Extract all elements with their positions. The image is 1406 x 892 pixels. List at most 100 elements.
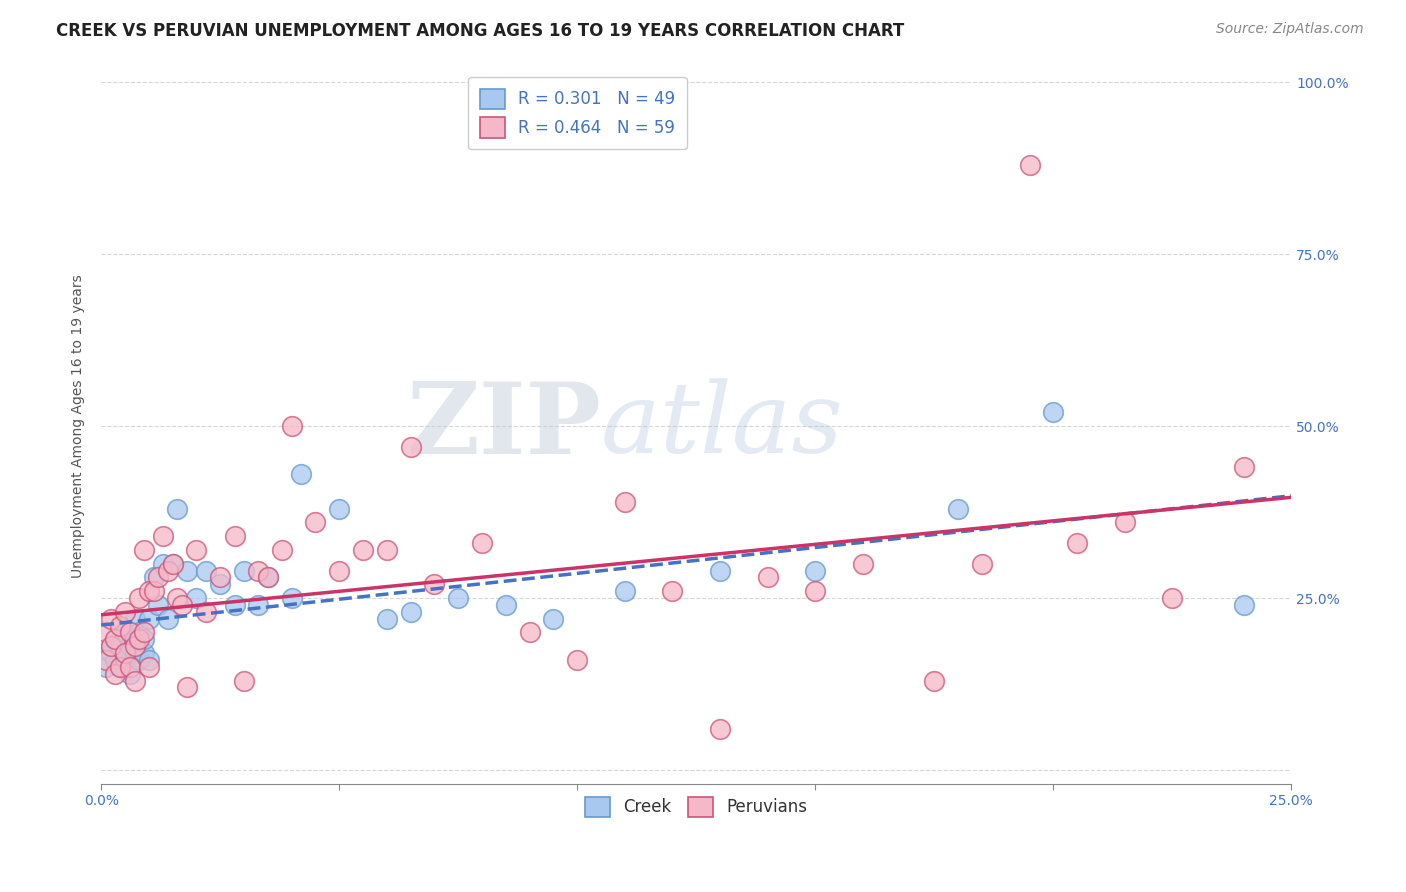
Point <box>142 584 165 599</box>
Point <box>128 625 150 640</box>
Point <box>124 632 146 647</box>
Point <box>176 564 198 578</box>
Point <box>970 557 993 571</box>
Point <box>132 542 155 557</box>
Point <box>156 564 179 578</box>
Y-axis label: Unemployment Among Ages 16 to 19 years: Unemployment Among Ages 16 to 19 years <box>72 274 86 578</box>
Point <box>290 467 312 482</box>
Point <box>172 598 194 612</box>
Point <box>118 660 141 674</box>
Point <box>224 598 246 612</box>
Point <box>148 598 170 612</box>
Point <box>1114 516 1136 530</box>
Point <box>233 673 256 688</box>
Point <box>613 495 636 509</box>
Point <box>138 584 160 599</box>
Point <box>804 584 827 599</box>
Point <box>166 591 188 605</box>
Point <box>124 646 146 660</box>
Point <box>128 591 150 605</box>
Point <box>148 570 170 584</box>
Point <box>110 660 132 674</box>
Point <box>399 605 422 619</box>
Point <box>375 612 398 626</box>
Point <box>1161 591 1184 605</box>
Point <box>152 557 174 571</box>
Point <box>247 598 270 612</box>
Point <box>118 625 141 640</box>
Point <box>1233 598 1256 612</box>
Point <box>100 646 122 660</box>
Text: Source: ZipAtlas.com: Source: ZipAtlas.com <box>1216 22 1364 37</box>
Point <box>709 722 731 736</box>
Point <box>132 646 155 660</box>
Point <box>166 501 188 516</box>
Point <box>1066 536 1088 550</box>
Point <box>271 542 294 557</box>
Point <box>124 612 146 626</box>
Point <box>104 632 127 647</box>
Point <box>176 681 198 695</box>
Point <box>100 639 122 653</box>
Point <box>447 591 470 605</box>
Point <box>128 632 150 647</box>
Point <box>138 653 160 667</box>
Point <box>124 673 146 688</box>
Point <box>110 618 132 632</box>
Point <box>104 632 127 647</box>
Point <box>124 639 146 653</box>
Point <box>162 557 184 571</box>
Text: ZIP: ZIP <box>406 377 600 475</box>
Point <box>804 564 827 578</box>
Point <box>94 625 117 640</box>
Point <box>375 542 398 557</box>
Point <box>1233 460 1256 475</box>
Point <box>209 570 232 584</box>
Point <box>352 542 374 557</box>
Point <box>471 536 494 550</box>
Text: CREEK VS PERUVIAN UNEMPLOYMENT AMONG AGES 16 TO 19 YEARS CORRELATION CHART: CREEK VS PERUVIAN UNEMPLOYMENT AMONG AGE… <box>56 22 904 40</box>
Point <box>194 564 217 578</box>
Point <box>519 625 541 640</box>
Text: atlas: atlas <box>600 378 844 474</box>
Point <box>280 591 302 605</box>
Point <box>100 639 122 653</box>
Point <box>661 584 683 599</box>
Point <box>399 440 422 454</box>
Point <box>114 646 136 660</box>
Point <box>118 666 141 681</box>
Point <box>94 653 117 667</box>
Point <box>152 529 174 543</box>
Point <box>224 529 246 543</box>
Point <box>543 612 565 626</box>
Point <box>138 612 160 626</box>
Point <box>495 598 517 612</box>
Point <box>104 666 127 681</box>
Point <box>162 557 184 571</box>
Point <box>186 542 208 557</box>
Point <box>924 673 946 688</box>
Point <box>114 605 136 619</box>
Point <box>946 501 969 516</box>
Point <box>194 605 217 619</box>
Point <box>756 570 779 584</box>
Point <box>328 564 350 578</box>
Point <box>110 660 132 674</box>
Point <box>132 625 155 640</box>
Point <box>567 653 589 667</box>
Point <box>328 501 350 516</box>
Point <box>256 570 278 584</box>
Point <box>247 564 270 578</box>
Point <box>209 577 232 591</box>
Point <box>613 584 636 599</box>
Point <box>423 577 446 591</box>
Point <box>1042 405 1064 419</box>
Point <box>114 646 136 660</box>
Point <box>186 591 208 605</box>
Point <box>114 653 136 667</box>
Point <box>256 570 278 584</box>
Point <box>233 564 256 578</box>
Point <box>142 570 165 584</box>
Point <box>114 625 136 640</box>
Point <box>138 660 160 674</box>
